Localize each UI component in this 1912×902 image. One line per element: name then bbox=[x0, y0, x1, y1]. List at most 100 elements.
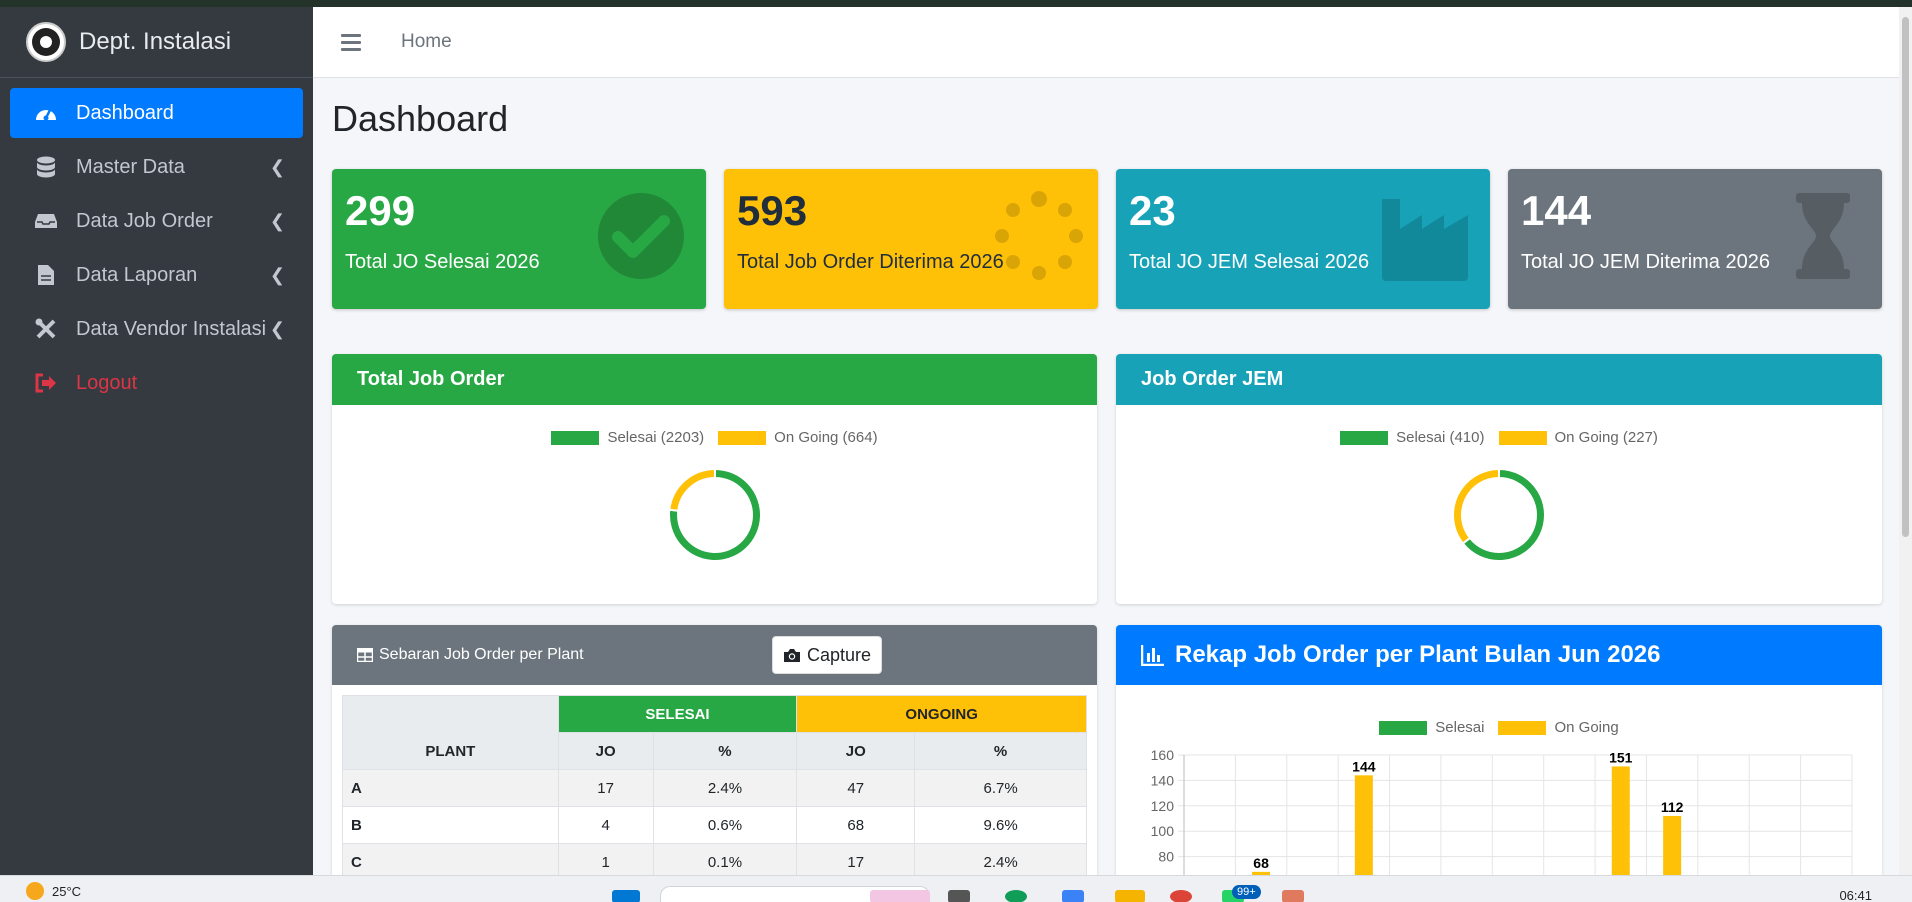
group-header-selesai: SELESAI bbox=[557, 695, 798, 733]
table-row: A 17 2.4% 47 6.7% bbox=[342, 769, 1087, 807]
chrome-icon[interactable] bbox=[1170, 890, 1192, 902]
y-tick-label: 80 bbox=[1158, 849, 1174, 865]
clock: 06:41 bbox=[1839, 888, 1872, 902]
capture-button[interactable]: Capture bbox=[772, 636, 883, 674]
sidebar-item-label: Data Job Order bbox=[76, 209, 213, 232]
column-header-jo: JO bbox=[557, 732, 654, 770]
legend-item-ongoing[interactable]: On Going (227) bbox=[1498, 429, 1658, 446]
gauge-icon bbox=[34, 101, 58, 125]
sign-out-icon bbox=[34, 371, 58, 395]
sidebar-item-data-job-order[interactable]: Data Job Order ❮ bbox=[10, 196, 303, 246]
sidebar-item-data-vendor-instalasi[interactable]: Data Vendor Instalasi ❮ bbox=[10, 304, 303, 354]
tools-icon bbox=[34, 317, 58, 341]
card-header: Rekap Job Order per Plant Bulan Jun 2026 bbox=[1116, 625, 1882, 685]
weather-temp: 25°C bbox=[52, 883, 82, 899]
task-view-icon[interactable] bbox=[948, 890, 970, 902]
cell-plant: B bbox=[342, 806, 559, 844]
chart-legend: Selesai (2203) On Going (664) bbox=[332, 429, 1097, 446]
bar-value-label: 144 bbox=[1352, 758, 1376, 774]
cell: 1 bbox=[557, 843, 654, 881]
bar-value-label: 151 bbox=[1609, 749, 1633, 765]
bar-chart[interactable]: 160140120100806068144151112 bbox=[1116, 745, 1882, 885]
windows-start-icon[interactable] bbox=[612, 890, 640, 902]
page-title: Dashboard bbox=[332, 98, 509, 139]
table-row: B 4 0.6% 68 9.6% bbox=[342, 806, 1087, 844]
bar[interactable] bbox=[1354, 775, 1373, 885]
check-circle-icon bbox=[598, 193, 684, 279]
y-tick-label: 100 bbox=[1151, 823, 1175, 839]
legend-item-selesai[interactable]: Selesai bbox=[1379, 719, 1484, 736]
bar[interactable] bbox=[1663, 815, 1682, 885]
sun-icon bbox=[26, 882, 44, 900]
stat-box-jem-diterima: 144 Total JO JEM Diterima 2026 bbox=[1508, 169, 1882, 309]
bar[interactable] bbox=[1611, 766, 1630, 885]
industry-icon bbox=[1382, 199, 1468, 281]
sidebar: Dept. Instalasi Dashboard Master Data ❮ bbox=[0, 7, 313, 875]
legend-label: Selesai (2203) bbox=[607, 429, 705, 446]
chevron-left-icon: ❮ bbox=[269, 211, 285, 231]
stat-box-jo-selesai: 299 Total JO Selesai 2026 bbox=[332, 169, 706, 309]
card-rekap-job-order: Rekap Job Order per Plant Bulan Jun 2026… bbox=[1116, 625, 1882, 885]
sidebar-item-master-data[interactable]: Master Data ❮ bbox=[10, 142, 303, 192]
table-icon bbox=[357, 648, 373, 662]
app-icon[interactable] bbox=[1282, 890, 1304, 902]
cell-plant: A bbox=[342, 769, 559, 807]
column-header-percent: % bbox=[652, 732, 798, 770]
home-link[interactable]: Home bbox=[401, 31, 452, 52]
stat-label: Total JO JEM Selesai 2026 bbox=[1129, 251, 1370, 273]
chart-legend: Selesai On Going bbox=[1116, 719, 1882, 736]
card-title: Job Order JEM bbox=[1116, 354, 1882, 405]
donut-chart[interactable] bbox=[1444, 460, 1554, 570]
column-header-percent: % bbox=[914, 732, 1087, 770]
camera-icon bbox=[784, 648, 800, 662]
legend-label: Selesai (410) bbox=[1396, 429, 1485, 446]
y-tick-label: 160 bbox=[1151, 747, 1175, 763]
sidebar-item-data-laporan[interactable]: Data Laporan ❮ bbox=[10, 250, 303, 300]
weather-widget[interactable]: 25°C bbox=[26, 882, 81, 900]
legend-item-selesai[interactable]: Selesai (410) bbox=[1340, 429, 1485, 446]
copilot-icon[interactable] bbox=[1062, 890, 1084, 902]
sidebar-nav: Dashboard Master Data ❮ Data Job Order ❮ bbox=[0, 78, 313, 408]
stat-value: 593 bbox=[737, 187, 808, 234]
donut-slice-on-going[interactable] bbox=[667, 467, 716, 512]
stat-value: 23 bbox=[1129, 187, 1176, 234]
bar-value-label: 68 bbox=[1253, 855, 1269, 871]
legend-item-ongoing[interactable]: On Going bbox=[1498, 719, 1619, 736]
menu-toggle-icon[interactable] bbox=[341, 33, 361, 51]
legend-item-selesai[interactable]: Selesai (2203) bbox=[551, 429, 704, 446]
chevron-left-icon: ❮ bbox=[269, 265, 285, 285]
capture-label: Capture bbox=[807, 644, 872, 665]
brand[interactable]: Dept. Instalasi bbox=[0, 7, 313, 78]
group-header-ongoing: ONGOING bbox=[796, 695, 1087, 733]
sidebar-item-dashboard[interactable]: Dashboard bbox=[10, 88, 303, 138]
inbox-icon bbox=[34, 209, 58, 233]
chart-legend: Selesai (410) On Going (227) bbox=[1116, 429, 1882, 446]
sidebar-item-label: Data Laporan bbox=[76, 263, 198, 286]
sidebar-item-label: Data Vendor Instalasi bbox=[76, 317, 267, 340]
sidebar-item-logout[interactable]: Logout bbox=[10, 358, 303, 408]
cell: 9.6% bbox=[914, 806, 1087, 844]
database-icon bbox=[34, 155, 58, 179]
donut-slice-on-going[interactable] bbox=[1452, 467, 1500, 545]
card-title: Sebaran Job Order per Plant bbox=[379, 646, 584, 663]
stat-label: Total Job Order Diterima 2026 bbox=[737, 251, 1004, 273]
file-explorer-icon[interactable] bbox=[1115, 890, 1145, 902]
y-tick-label: 120 bbox=[1151, 798, 1175, 814]
cell: 0.6% bbox=[652, 806, 798, 844]
bar-chart-icon bbox=[1141, 645, 1164, 666]
page-scrollbar[interactable] bbox=[1899, 7, 1912, 875]
donut-chart[interactable] bbox=[660, 460, 770, 570]
search-highlight-icon bbox=[870, 890, 930, 902]
cell: 17 bbox=[557, 769, 654, 807]
edge-icon[interactable] bbox=[1005, 890, 1027, 902]
chevron-left-icon: ❮ bbox=[269, 157, 285, 177]
cell: 17 bbox=[796, 843, 916, 881]
cell: 2.4% bbox=[914, 843, 1087, 881]
brand-logo-icon bbox=[26, 22, 66, 62]
card-sebaran-job-order: Sebaran Job Order per Plant Capture PLAN… bbox=[332, 625, 1097, 885]
legend-item-ongoing[interactable]: On Going (664) bbox=[718, 429, 878, 446]
cell: 6.7% bbox=[914, 769, 1087, 807]
sidebar-item-label: Dashboard bbox=[76, 101, 174, 124]
stat-label: Total JO Selesai 2026 bbox=[345, 251, 540, 273]
